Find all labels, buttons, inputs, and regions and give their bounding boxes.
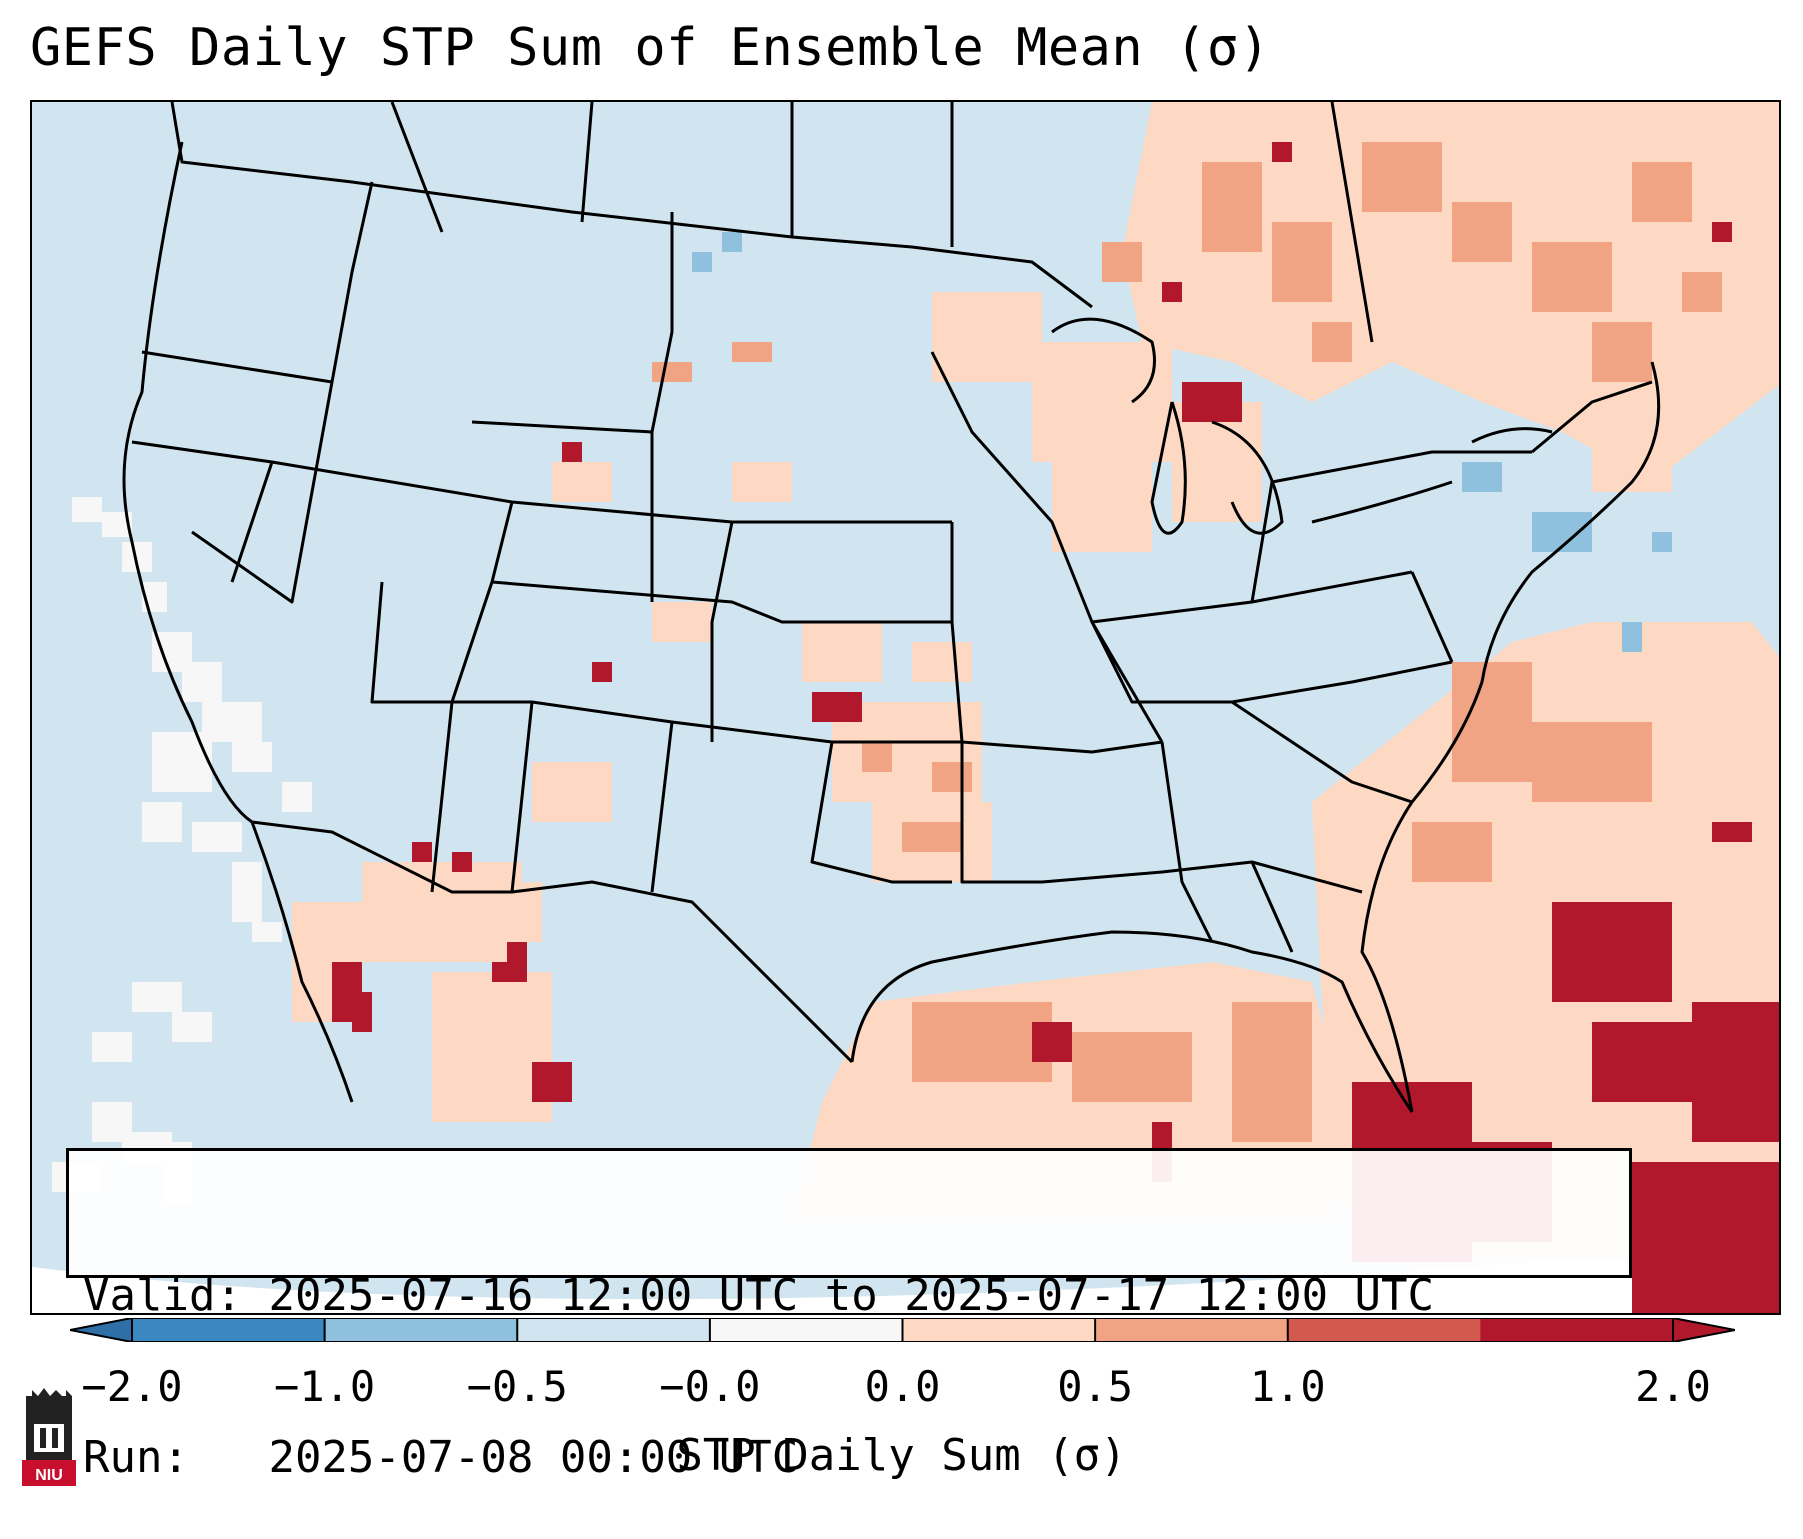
valid-label: Valid: <box>83 1270 242 1321</box>
colorbar-under-extension <box>70 1318 133 1342</box>
colorbar-over-extension <box>1672 1318 1735 1342</box>
colorbar <box>70 1318 1735 1342</box>
run-row: Run: 2025-07-08 00:00 UTC <box>83 1431 1629 1485</box>
colorbar-segment <box>1287 1318 1481 1342</box>
negative-cells <box>692 232 1672 652</box>
lake-ontario <box>1471 427 1553 444</box>
logo-text: NIU <box>35 1467 63 1484</box>
atlantic-coast <box>1360 361 1661 1113</box>
colorbar-tick-label: −1.0 <box>274 1362 376 1411</box>
moderate-cells-northeast <box>1102 142 1722 382</box>
colorbar-segment <box>902 1318 1096 1342</box>
colorbar-tick-label: −0.0 <box>659 1362 761 1411</box>
positive-cells-plains <box>552 462 992 882</box>
colorbar-segment <box>132 1318 326 1342</box>
colorbar-label: STP Daily Sum (σ) <box>676 1430 1127 1481</box>
strong-cells-southwest <box>332 842 572 1102</box>
chart-title: GEFS Daily STP Sum of Ensemble Mean (σ) <box>30 18 1271 78</box>
off-domain-region <box>32 1242 1779 1313</box>
colorbar-tick-label: 2.0 <box>1635 1362 1711 1411</box>
us-mexico-border <box>251 820 854 1064</box>
colorbar-tick-label: 0.5 <box>1057 1362 1134 1411</box>
pacific-coast <box>122 141 354 1103</box>
niu-logo: NIU <box>22 1388 76 1486</box>
run-value: 2025-07-08 00:00 UTC <box>268 1432 799 1483</box>
colorbar-segment <box>709 1318 903 1342</box>
moderate-cells-plains <box>652 342 972 852</box>
colorbar-segment <box>1095 1318 1289 1342</box>
lake-superior <box>1051 317 1156 404</box>
logo-banner <box>22 1460 76 1486</box>
strong-cells-plains <box>562 442 862 722</box>
us-canada-border <box>170 102 1093 309</box>
map-canvas <box>32 102 1779 1313</box>
positive-cells-northeast <box>932 102 1779 552</box>
colorbar-tick-label: 1.0 <box>1249 1362 1326 1411</box>
lake-michigan <box>1150 401 1187 535</box>
colorbar-segment <box>517 1318 711 1342</box>
colorbar-tick-label: 0.0 <box>864 1362 941 1411</box>
colorbar-segment <box>1480 1318 1674 1342</box>
colorbar-tick-label: −2.0 <box>81 1362 183 1411</box>
lake-erie <box>1311 480 1453 524</box>
validity-info-box: Valid: 2025-07-16 12:00 UTC to 2025-07-1… <box>66 1148 1632 1483</box>
colorbar-segment <box>324 1318 518 1342</box>
strong-cells-northeast <box>1162 142 1732 422</box>
valid-value: 2025-07-16 12:00 UTC to 2025-07-17 12:00… <box>268 1270 1435 1321</box>
lake-huron <box>1211 420 1284 535</box>
map-panel <box>30 100 1781 1315</box>
gulf-coast <box>850 930 1414 1113</box>
run-label: Run: <box>83 1432 189 1483</box>
colorbar-tick-label: −0.5 <box>466 1362 568 1411</box>
valid-row: Valid: 2025-07-16 12:00 UTC to 2025-07-1… <box>83 1269 1629 1323</box>
borders <box>122 102 1661 1113</box>
